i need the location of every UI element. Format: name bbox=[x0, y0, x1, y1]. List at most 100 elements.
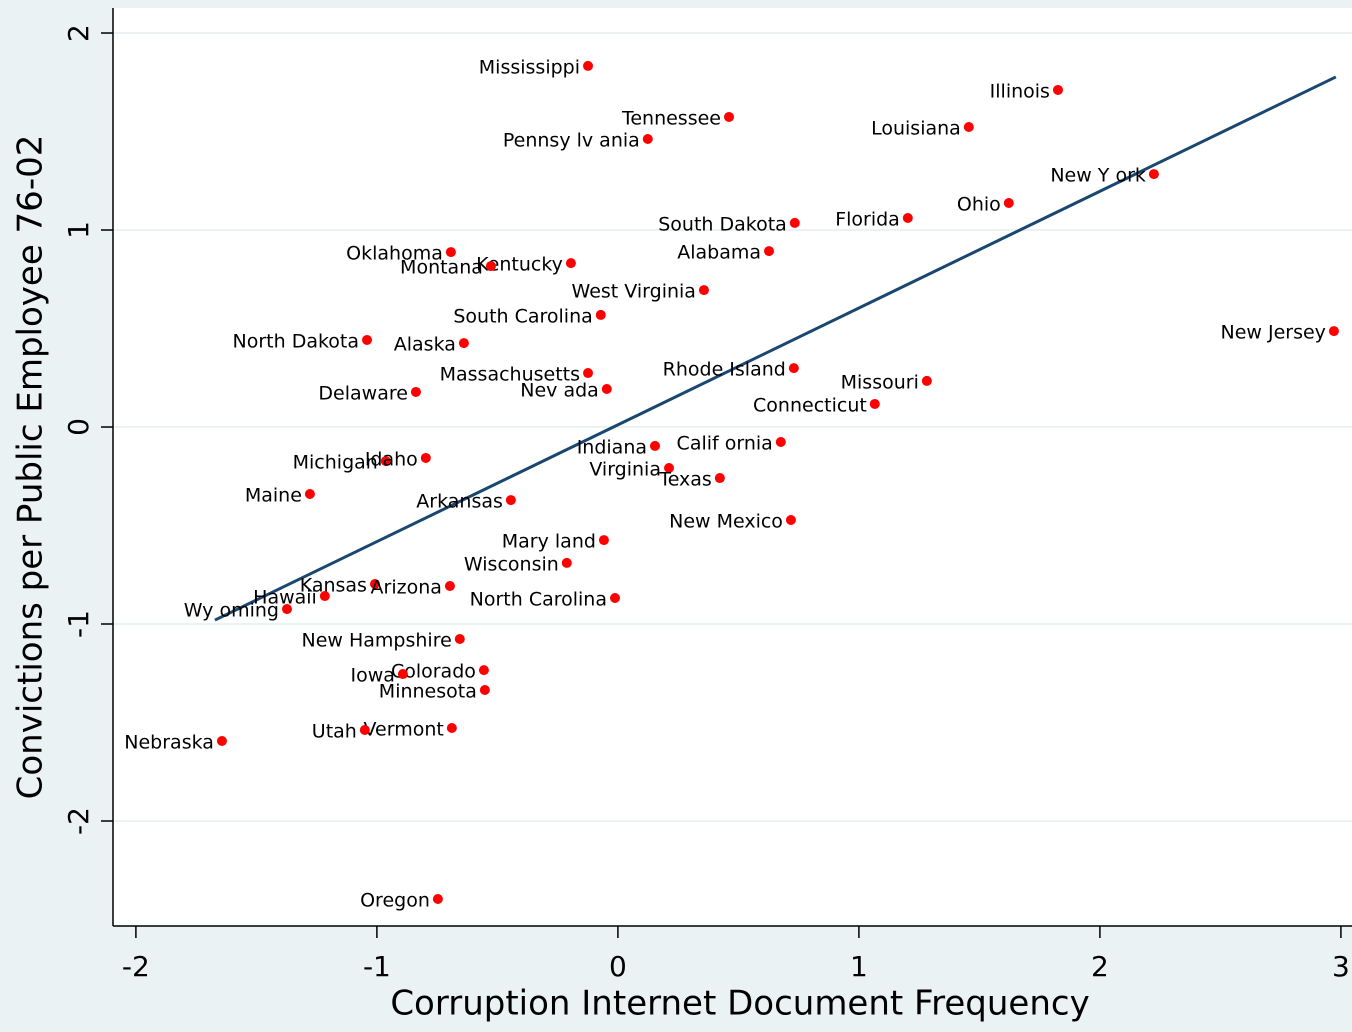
point-label: Indiana bbox=[577, 436, 647, 458]
point-label: Louisiana bbox=[871, 117, 961, 139]
point bbox=[446, 723, 457, 734]
fit-line bbox=[214, 75, 1337, 622]
point bbox=[583, 60, 594, 71]
point bbox=[410, 386, 421, 397]
x-tick-label: 1 bbox=[850, 950, 868, 983]
point-label: Iowa bbox=[351, 665, 395, 687]
point-label: Wy oming bbox=[184, 600, 279, 622]
point bbox=[454, 633, 465, 644]
point bbox=[505, 495, 516, 506]
point bbox=[1328, 326, 1339, 337]
point bbox=[216, 736, 227, 747]
point-label: Alabama bbox=[677, 242, 761, 264]
point bbox=[724, 111, 735, 122]
point-label: Vermont bbox=[364, 719, 444, 741]
point bbox=[478, 665, 489, 676]
y-tick-label: -2 bbox=[62, 807, 95, 835]
point bbox=[764, 246, 775, 257]
point-label: Oklahoma bbox=[346, 243, 443, 265]
y-tick-label: 1 bbox=[62, 221, 95, 239]
point-label: Connecticut bbox=[753, 394, 867, 416]
x-tick-label: 0 bbox=[609, 950, 627, 983]
point-label: New Mexico bbox=[669, 510, 783, 532]
point-label: Virginia bbox=[589, 458, 661, 480]
point-label: Missouri bbox=[841, 371, 919, 393]
point-label: Nebraska bbox=[124, 732, 214, 754]
point bbox=[304, 488, 315, 499]
point-label: Arizona bbox=[371, 576, 442, 598]
point-label: Montana bbox=[400, 257, 483, 279]
point-label: Illinois bbox=[990, 80, 1050, 102]
point bbox=[319, 591, 330, 602]
point bbox=[432, 894, 443, 905]
point bbox=[1052, 84, 1063, 95]
point bbox=[282, 604, 293, 615]
point bbox=[610, 593, 621, 604]
point bbox=[775, 436, 786, 447]
point bbox=[561, 557, 572, 568]
point bbox=[420, 452, 431, 463]
point bbox=[963, 121, 974, 132]
point-label: Colorado bbox=[391, 661, 476, 683]
point-label: North Dakota bbox=[233, 330, 360, 352]
y-tick-label: 2 bbox=[62, 24, 95, 42]
point-label: Rhode Island bbox=[663, 359, 786, 381]
point bbox=[788, 363, 799, 374]
point-label: West Virginia bbox=[572, 281, 696, 303]
point-label: Nev ada bbox=[520, 379, 599, 401]
point bbox=[583, 368, 594, 379]
point bbox=[458, 338, 469, 349]
point-label: Alaska bbox=[394, 334, 456, 356]
point bbox=[1148, 169, 1159, 180]
point bbox=[663, 462, 674, 473]
point bbox=[642, 134, 653, 145]
point-label: Massachusetts bbox=[440, 364, 580, 386]
point-label: Arkansas bbox=[416, 491, 503, 513]
point-label: Pennsy lv ania bbox=[503, 130, 640, 152]
point bbox=[714, 473, 725, 484]
point-label: North Carolina bbox=[470, 589, 607, 611]
point bbox=[598, 535, 609, 546]
point bbox=[445, 247, 456, 258]
point-label: Kansas bbox=[300, 575, 367, 597]
y-axis-title: Convictions per Public Employee 76-02 bbox=[11, 135, 51, 800]
point-label: Delaware bbox=[318, 382, 408, 404]
point bbox=[444, 580, 455, 591]
point bbox=[1003, 198, 1014, 209]
x-tick-label: -1 bbox=[363, 950, 391, 983]
point-label: Mary land bbox=[502, 531, 596, 553]
point-label: Maine bbox=[245, 484, 302, 506]
y-tick-label: -1 bbox=[62, 610, 95, 638]
point-label: Idaho bbox=[365, 448, 418, 470]
point bbox=[479, 684, 490, 695]
point bbox=[359, 724, 370, 735]
point bbox=[698, 285, 709, 296]
point-label: Hawaii bbox=[253, 587, 317, 609]
point-label: South Carolina bbox=[453, 305, 592, 327]
point bbox=[785, 514, 796, 525]
point-label: New Y ork bbox=[1050, 165, 1146, 187]
point bbox=[595, 309, 606, 320]
plot-area bbox=[113, 8, 1352, 926]
point-label: Utah bbox=[312, 720, 357, 742]
point-label: South Dakota bbox=[658, 213, 787, 235]
point-label: New Jersey bbox=[1221, 322, 1326, 344]
y-tick-label: 0 bbox=[62, 418, 95, 436]
point-label: Oregon bbox=[360, 890, 430, 912]
point bbox=[902, 212, 913, 223]
point bbox=[789, 217, 800, 228]
point-label: Mississippi bbox=[479, 56, 580, 78]
point bbox=[397, 669, 408, 680]
point bbox=[650, 440, 661, 451]
x-tick-label: 2 bbox=[1091, 950, 1109, 983]
point bbox=[362, 334, 373, 345]
point bbox=[380, 456, 391, 467]
point-label: Michigan bbox=[293, 452, 378, 474]
point-label: Kentucky bbox=[476, 254, 563, 276]
point-label: Texas bbox=[658, 469, 712, 491]
point bbox=[369, 579, 380, 590]
point-label: New Hampshire bbox=[302, 629, 452, 651]
point-label: Wisconsin bbox=[464, 553, 559, 575]
